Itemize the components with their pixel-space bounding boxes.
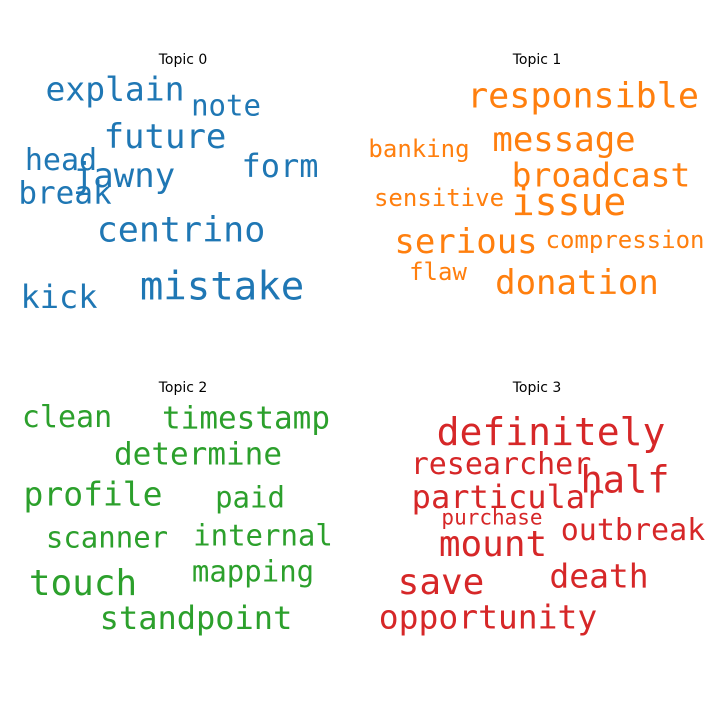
topic-0-word-form: form (241, 147, 319, 185)
topic-1-word-compression: compression (545, 226, 705, 254)
topic-0-word-centrino: centrino (96, 210, 266, 251)
topic-2-word-timestamp: timestamp (162, 400, 330, 437)
topic-1-panel: Topic 1 responsible banking message broadca… (367, 52, 707, 352)
topic-2-word-determine: determine (114, 436, 282, 473)
topic-3-word-particular: particular (411, 478, 605, 516)
topic-0-word-head: head (24, 143, 98, 178)
topic-2-word-scanner: scanner (45, 520, 169, 555)
topic-0-word-break: break (18, 175, 112, 212)
topic-1-word-flaw: flaw (409, 258, 467, 286)
topic-3-word-definitely: definitely (436, 410, 666, 454)
topic-1-title: Topic 1 (512, 52, 562, 68)
topic-0-word-kick: kick (20, 278, 98, 316)
topic-2-word-profile: profile (23, 474, 163, 514)
topic-3-word-opportunity: opportunity (378, 597, 598, 637)
topic-2-word-clean: clean (21, 400, 113, 435)
topic-1-word-banking: banking (368, 135, 470, 163)
topic-1-word-message: message (492, 120, 636, 160)
topic-0-word-explain: explain (45, 69, 185, 109)
topic-1-word-responsible: responsible (467, 76, 699, 117)
topic-1-word-serious: serious (394, 222, 538, 262)
topic-2-word-mapping: mapping (191, 554, 315, 589)
topic-0-word-jawny: jawny (72, 156, 176, 196)
topic-1-word-donation: donation (495, 263, 659, 303)
topic-2-word-internal: internal (193, 518, 333, 553)
topic-2-panel: Topic 2 clean timestamp determine profile pa… (13, 380, 353, 680)
topic-0-word-mistake: mistake (139, 264, 305, 310)
topic-0-panel: Topic 0 explain note future head jawny form br… (13, 52, 353, 352)
topic-0-title: Topic 0 (158, 52, 208, 68)
topic-2-word-standpoint: standpoint (99, 599, 293, 637)
topic-3-panel: Topic 3 definitely researcher half particul… (367, 380, 707, 680)
topic-3-word-outbreak: outbreak (560, 513, 706, 548)
topic-1-word-broadcast: broadcast (511, 155, 691, 195)
topic-2-word-paid: paid (215, 480, 285, 515)
topic-0-word-note: note (191, 88, 261, 123)
topic-3-word-purchase: purchase (441, 505, 543, 530)
topic-3-word-save: save (397, 562, 485, 603)
topic-3-word-half: half (580, 458, 670, 502)
topic-3-title: Topic 3 (512, 380, 562, 396)
topic-3-word-mount: mount (438, 524, 548, 565)
topic-3-word-researcher: researcher (410, 447, 592, 482)
topic-0-word-future: future (103, 117, 227, 157)
topic-3-word-death: death (549, 556, 649, 596)
topic-1-word-issue: issue (511, 180, 627, 224)
topic-2-title: Topic 2 (158, 380, 208, 396)
topic-1-word-sensitive: sensitive (373, 184, 505, 212)
topic-2-word-touch: touch (28, 563, 138, 604)
